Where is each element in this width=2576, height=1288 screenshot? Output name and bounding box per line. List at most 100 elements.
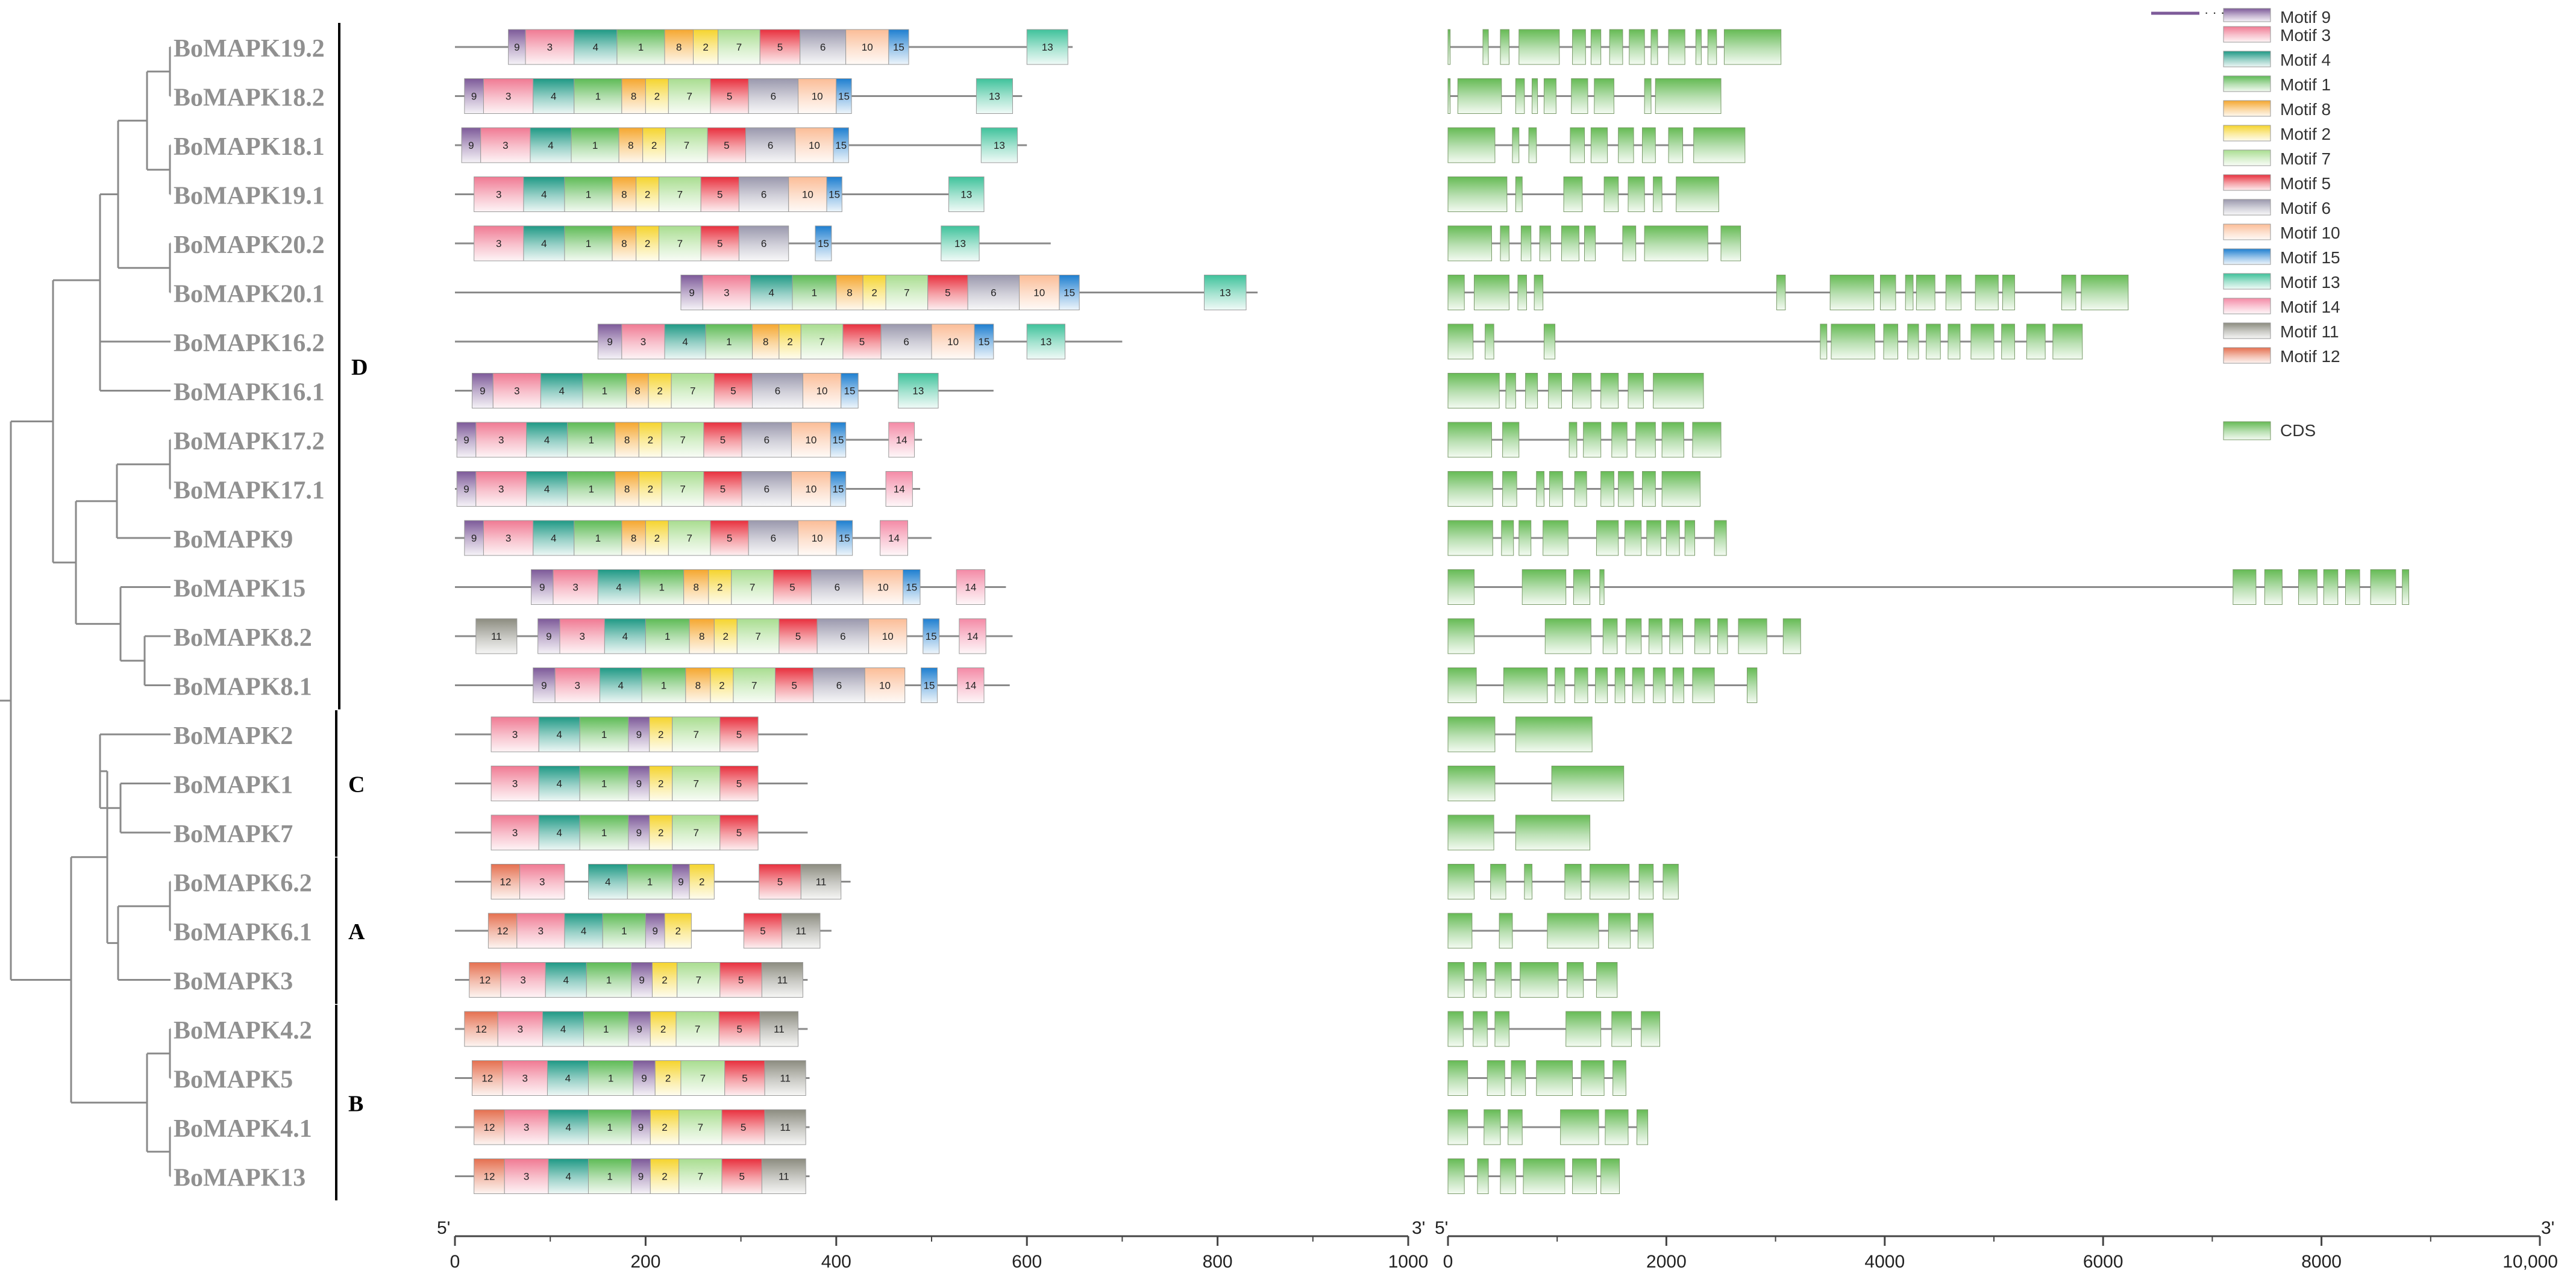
exon-box: [1573, 569, 1591, 605]
motif-box-4: [750, 275, 793, 310]
motif-label-1: 1: [647, 877, 653, 888]
motif-box-14: [888, 422, 915, 458]
motif-box-2: [650, 1109, 680, 1145]
motif-label-15: 15: [833, 434, 844, 446]
motif-box-3: [497, 1011, 544, 1047]
motif-box-1: [579, 766, 629, 801]
motif-label-13: 13: [1042, 42, 1053, 53]
gene-row-BoMAPK18.1: [1447, 127, 1746, 163]
exon-box: [2002, 275, 2015, 310]
legend-swatch-6: [2223, 199, 2271, 216]
motif-label-4: 4: [544, 484, 550, 495]
motif-label-12: 12: [479, 975, 490, 986]
motif-label-14: 14: [965, 582, 976, 593]
exon-box: [1638, 864, 1654, 899]
motif-label-10: 10: [882, 631, 894, 642]
motif-label-5: 5: [736, 1024, 742, 1035]
motif-label-12: 12: [475, 1024, 487, 1035]
motif-box-1: [583, 1011, 629, 1047]
exon-box: [1590, 29, 1602, 65]
exon-box: [1574, 471, 1587, 507]
motif-box-10: [788, 177, 827, 212]
exon-box: [1503, 667, 1548, 703]
motif-label-5: 5: [736, 827, 742, 839]
exon-box: [1599, 569, 1605, 605]
motif-box-8: [615, 471, 639, 507]
exon-box: [1611, 1011, 1632, 1047]
motif-row-BoMAPK18.2: 9 3 4 1 8 2 7 5 6 10 15 13: [455, 78, 1023, 114]
exon-box: [1717, 618, 1728, 654]
motif-label-1: 1: [601, 827, 607, 839]
motif-label-9: 9: [636, 778, 642, 790]
motif-label-4: 4: [560, 1024, 566, 1035]
motif-label-4: 4: [556, 827, 562, 839]
motif-box-5: [707, 127, 747, 163]
motif-box-10: [791, 422, 831, 458]
motif-label-5: 5: [717, 189, 722, 201]
motif-box-6: [800, 29, 847, 65]
motif-label-5: 5: [727, 91, 732, 102]
legend-swatch-7: [2223, 149, 2271, 166]
motif-box-5: [710, 520, 749, 556]
motif-label-7: 7: [686, 91, 692, 102]
motif-box-11: [764, 1109, 806, 1145]
motif-box-6: [741, 422, 792, 458]
gene-label-BoMAPK18.2: BoMAPK18.2: [174, 84, 325, 112]
motif-label-2: 2: [648, 434, 653, 446]
motif-label-1: 1: [726, 336, 732, 348]
motif-label-3: 3: [572, 582, 578, 593]
exon-box: [1501, 520, 1514, 556]
motif-label-7: 7: [755, 631, 760, 642]
motif-box-9: [456, 422, 477, 458]
motif-label-7: 7: [750, 582, 755, 593]
motif-row-BoMAPK6.1: 12 3 4 1 9 2 5 11: [455, 913, 832, 949]
motif-label-11: 11: [816, 877, 827, 888]
motif-label-8: 8: [624, 434, 630, 446]
exon-box: [1570, 127, 1585, 163]
motif-box-5: [700, 225, 739, 261]
exon-box: [2264, 569, 2283, 605]
exon-box: [1653, 667, 1666, 703]
motif-box-7: [668, 520, 711, 556]
motif-label-4: 4: [548, 140, 553, 151]
motif-box-3: [480, 127, 531, 163]
motif-label-4: 4: [556, 778, 562, 790]
motif-label-5: 5: [736, 778, 742, 790]
motif-box-5: [842, 324, 882, 360]
motif-label-13: 13: [994, 140, 1005, 151]
gene-label-BoMAPK8.2: BoMAPK8.2: [174, 624, 312, 652]
legend-label-12: Motif 12: [2280, 347, 2340, 366]
motif-label-5: 5: [945, 287, 950, 299]
exon-box: [1515, 78, 1525, 114]
motif-box-4: [533, 78, 575, 114]
exon-box: [1695, 29, 1702, 65]
motif-row-BoMAPK6.2: 12 3 4 1 9 2 5 11: [455, 864, 851, 899]
gene-structure-panel: [1447, 29, 2410, 1194]
motif-label-11: 11: [491, 631, 502, 642]
motif-label-3: 3: [538, 925, 544, 937]
exon-box: [1502, 422, 1520, 458]
motif-box-7: [678, 1109, 722, 1145]
motif-box-1: [616, 29, 665, 65]
motif-label-2: 2: [657, 386, 662, 397]
motif-row-BoMAPK8.2: 11 9 3 4 1 8 2 7 5 6 10 15 14: [455, 618, 1013, 654]
exon-box: [1567, 962, 1584, 998]
motif-label-5: 5: [859, 336, 865, 348]
gene-label-BoMAPK5: BoMAPK5: [174, 1066, 293, 1094]
motif-box-4: [538, 766, 580, 801]
exon-box: [1707, 29, 1717, 65]
exon-box: [1543, 78, 1556, 114]
motif-box-6: [738, 177, 789, 212]
exon-box: [1614, 667, 1626, 703]
motif-label-3: 3: [579, 631, 584, 642]
exon-box: [1605, 1109, 1629, 1145]
motif-box-2: [664, 913, 692, 949]
motif-label-12: 12: [483, 1171, 495, 1183]
motif-label-9: 9: [636, 729, 642, 740]
exon-box: [1642, 471, 1656, 507]
gene-row-BoMAPK5: [1447, 1060, 1626, 1096]
motif-box-7: [672, 766, 721, 801]
motif-box-5: [710, 78, 749, 114]
